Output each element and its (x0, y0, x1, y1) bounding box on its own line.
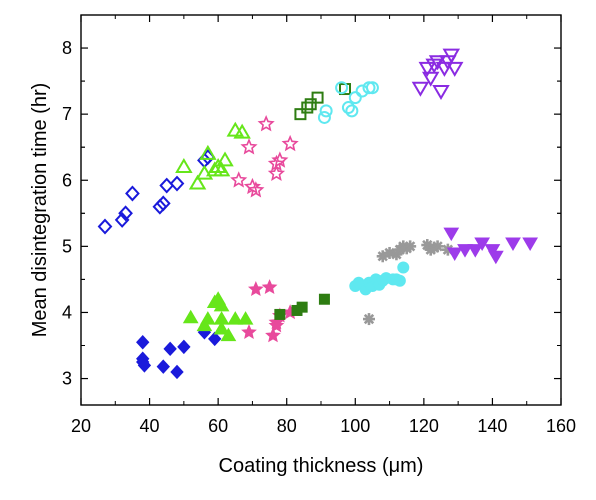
x-axis-ticks: 20 40 60 80 100 120 140 160 (71, 15, 576, 436)
data-point (445, 61, 464, 77)
data-point (155, 195, 171, 212)
data-point (363, 313, 375, 326)
plot-frame (80, 14, 562, 406)
x-tick-label: 60 (208, 416, 228, 436)
data-point (345, 104, 359, 118)
y-axis-ticks: 3 4 5 6 7 8 (62, 38, 561, 389)
data-point (136, 334, 150, 350)
data-point (265, 327, 281, 343)
data-point (522, 237, 539, 252)
y-tick-label: 7 (62, 104, 72, 124)
data-point (271, 151, 289, 168)
x-axis-title: Coating thickness (μm) (219, 455, 424, 477)
data-point (196, 317, 213, 332)
data-point (175, 158, 193, 174)
data-point (213, 320, 230, 335)
data-point (97, 218, 113, 235)
data-point (474, 237, 491, 252)
data-point (163, 341, 177, 357)
data-points (97, 48, 539, 380)
data-point (274, 308, 286, 320)
data-point (199, 144, 217, 160)
data-point (317, 110, 331, 124)
data-point (281, 134, 299, 152)
data-point (318, 293, 330, 305)
data-point (268, 317, 285, 333)
data-point (247, 281, 264, 297)
data-point (212, 161, 231, 177)
data-point (383, 246, 396, 259)
data-point (227, 311, 244, 325)
data-point (156, 359, 170, 374)
data-point (404, 240, 417, 253)
data-point (425, 58, 443, 74)
data-point (261, 279, 278, 295)
data-point (301, 101, 314, 114)
y-tick-label: 6 (62, 170, 72, 190)
data-point (505, 237, 521, 252)
data-point (467, 244, 484, 258)
data-point (296, 301, 308, 313)
data-point (442, 48, 461, 64)
data-point (304, 98, 317, 111)
data-point (208, 331, 222, 347)
data-point (195, 164, 214, 180)
data-point (397, 261, 410, 274)
data-point (294, 108, 307, 121)
data-point (311, 91, 324, 104)
data-point (267, 164, 286, 181)
x-tick-label: 80 (277, 416, 297, 436)
data-point (230, 171, 248, 188)
data-point (240, 138, 258, 155)
data-point (319, 104, 333, 118)
data-point (411, 81, 430, 97)
data-point (487, 250, 504, 265)
x-tick-label: 20 (71, 416, 91, 436)
data-point (443, 227, 460, 242)
x-tick-label: 100 (340, 416, 370, 436)
y-tick-label: 8 (62, 38, 72, 58)
x-tick-label: 140 (477, 416, 507, 436)
data-point (421, 71, 440, 87)
data-point (125, 185, 140, 202)
x-tick-label: 40 (140, 416, 160, 436)
data-point (137, 358, 152, 373)
data-point (457, 244, 473, 258)
data-point (159, 177, 175, 194)
data-point (247, 181, 265, 198)
data-point (199, 311, 216, 325)
data-point (446, 247, 463, 261)
data-point (393, 274, 406, 287)
data-point (152, 198, 168, 215)
data-point (118, 205, 133, 222)
data-point (365, 81, 379, 95)
data-point (233, 123, 251, 139)
data-point (241, 324, 257, 339)
data-point (213, 297, 230, 312)
data-point (177, 339, 191, 355)
data-point (341, 101, 355, 115)
y-tick-label: 5 (62, 236, 72, 256)
y-tick-label: 3 (62, 369, 72, 389)
y-tick-label: 4 (62, 302, 72, 322)
x-tick-label: 120 (409, 416, 439, 436)
data-point (418, 61, 437, 77)
x-tick-label: 160 (546, 416, 576, 436)
data-point (170, 364, 184, 380)
data-point (220, 327, 237, 342)
data-point (182, 309, 199, 324)
data-point (484, 244, 501, 258)
data-point (169, 175, 185, 192)
data-point (431, 240, 444, 253)
data-point (335, 81, 349, 95)
y-axis-title: Mean disintegration time (hr) (29, 83, 51, 338)
data-point (237, 311, 254, 325)
data-point (188, 174, 207, 190)
data-point (257, 115, 275, 132)
data-point (267, 154, 286, 172)
data-point (216, 151, 234, 167)
data-point (348, 91, 362, 105)
data-point (432, 85, 450, 101)
